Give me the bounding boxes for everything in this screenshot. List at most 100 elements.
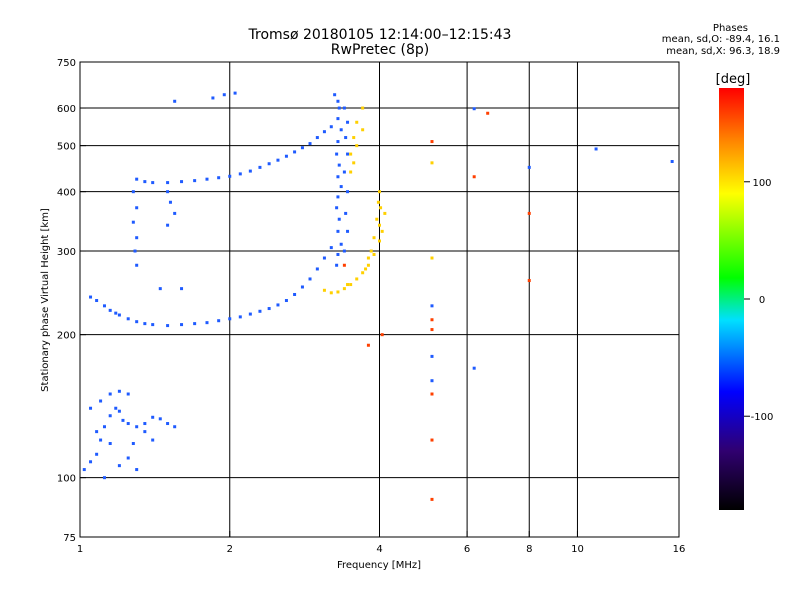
data-point — [336, 140, 340, 144]
data-point — [372, 252, 376, 256]
data-point — [276, 158, 280, 162]
data-point — [114, 311, 118, 315]
data-point — [180, 323, 184, 327]
data-point — [322, 288, 326, 292]
grid-lines — [80, 62, 679, 537]
data-point — [342, 263, 346, 267]
phase-stats-x-mode: mean, sd,X: 96.3, 18.9 — [666, 46, 780, 57]
phase-stats-o-mode: mean, sd,O: -89.4, 16.1 — [661, 34, 780, 45]
data-point — [89, 295, 93, 299]
x-tick-label: 6 — [464, 544, 470, 555]
colorbar-tick-label: -100 — [751, 412, 774, 423]
data-point — [166, 190, 170, 194]
data-point — [342, 287, 346, 291]
data-point — [346, 229, 350, 233]
data-point — [114, 406, 118, 410]
data-point — [143, 430, 147, 434]
data-point — [430, 304, 434, 308]
data-point — [430, 379, 434, 383]
data-point — [95, 430, 99, 434]
data-point — [527, 279, 531, 283]
y-axis-title: Stationary phase Virtual Height [km] — [40, 208, 51, 392]
y-tick-label: 750 — [57, 58, 76, 69]
data-point — [355, 277, 359, 281]
data-point — [293, 150, 297, 154]
colorbar-ticks: 100 0 -100 — [744, 178, 773, 423]
data-point — [315, 267, 319, 271]
data-point — [131, 190, 135, 194]
data-point — [151, 415, 155, 419]
axis-ticks: 1 2 4 6 8 10 16 75 100 200 300 400 500 600 750 — [57, 58, 685, 555]
data-point — [205, 177, 209, 181]
data-point — [344, 136, 348, 140]
data-point — [369, 249, 373, 253]
data-point — [346, 120, 350, 124]
data-point — [166, 324, 170, 328]
data-point — [108, 308, 112, 312]
data-point — [158, 417, 162, 421]
data-point — [238, 172, 242, 176]
data-point — [352, 161, 356, 165]
y-tick-label: 400 — [57, 188, 76, 199]
data-point — [117, 464, 121, 468]
data-point — [143, 422, 147, 426]
data-point — [337, 163, 341, 167]
data-point — [322, 256, 326, 260]
data-point — [135, 177, 139, 181]
data-point — [151, 323, 155, 327]
data-point — [335, 206, 339, 210]
data-point — [117, 409, 121, 413]
data-point — [527, 165, 531, 169]
data-point — [308, 142, 312, 146]
data-point — [430, 161, 434, 165]
data-point — [329, 125, 333, 129]
data-point — [151, 438, 155, 442]
data-point — [308, 277, 312, 281]
data-point — [82, 468, 86, 472]
data-point — [193, 179, 197, 183]
data-point — [133, 249, 137, 253]
data-point — [336, 117, 340, 121]
data-point — [342, 106, 346, 110]
data-point — [135, 425, 139, 429]
data-point — [158, 287, 162, 291]
data-point — [166, 181, 170, 185]
data-point — [180, 180, 184, 184]
data-point — [355, 120, 359, 124]
data-point — [527, 211, 531, 215]
data-point — [355, 144, 359, 148]
data-point — [430, 256, 434, 260]
data-point — [300, 285, 304, 289]
data-point — [117, 389, 121, 393]
data-point — [335, 263, 339, 267]
data-point — [349, 152, 353, 156]
y-tick-label: 200 — [57, 331, 76, 342]
data-point — [89, 406, 93, 410]
data-point — [670, 160, 674, 164]
data-point — [315, 136, 319, 140]
data-point — [375, 217, 379, 221]
data-point — [339, 242, 343, 246]
data-point — [89, 460, 93, 464]
data-point — [336, 229, 340, 233]
phase-stats-heading: Phases — [712, 23, 748, 34]
data-point — [472, 175, 476, 179]
data-point — [108, 442, 112, 446]
x-tick-label: 10 — [571, 544, 584, 555]
data-point — [168, 200, 172, 204]
data-point — [121, 418, 125, 422]
data-point — [329, 246, 333, 250]
y-tick-label: 600 — [57, 104, 76, 115]
x-tick-label: 4 — [376, 544, 382, 555]
data-point — [102, 425, 106, 429]
colorbar-label: [deg] — [716, 72, 751, 87]
data-point — [211, 96, 215, 100]
data-point — [339, 185, 343, 189]
x-tick-label: 16 — [673, 544, 686, 555]
data-point — [151, 181, 155, 185]
data-point — [352, 136, 356, 140]
data-point — [284, 154, 288, 158]
data-point — [337, 106, 341, 110]
data-point — [430, 318, 434, 322]
